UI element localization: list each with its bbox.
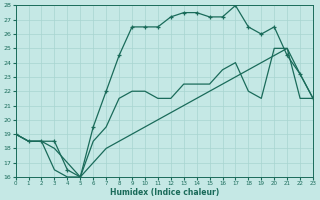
X-axis label: Humidex (Indice chaleur): Humidex (Indice chaleur)	[110, 188, 219, 197]
